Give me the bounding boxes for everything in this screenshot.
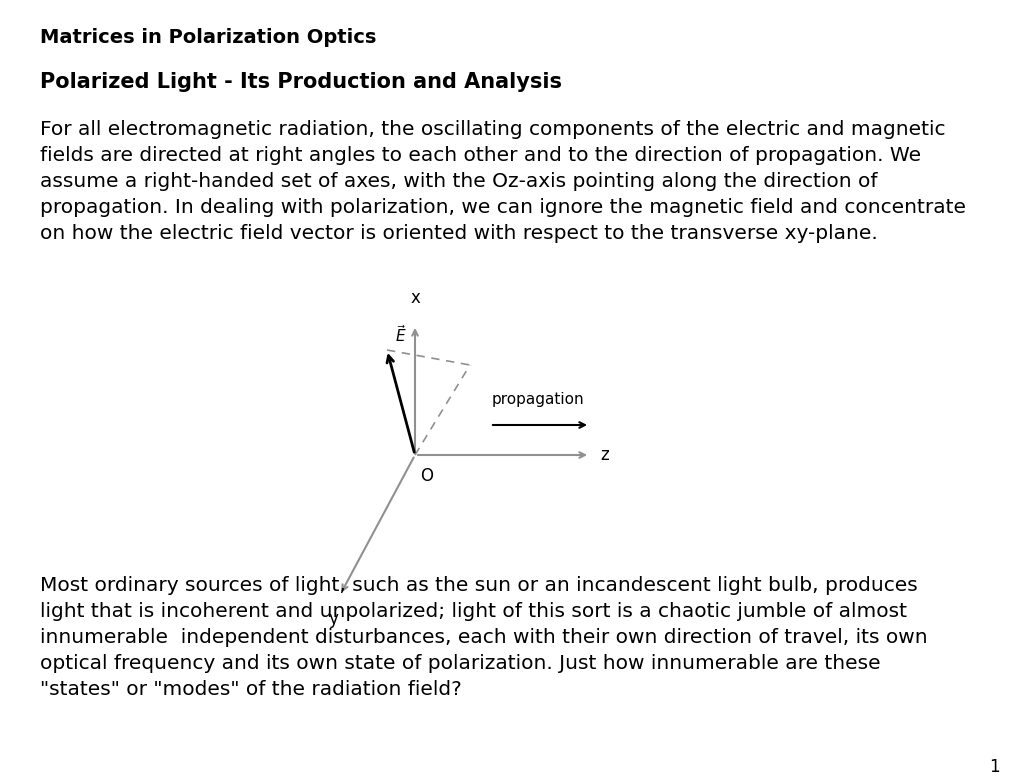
Text: $\vec{E}$: $\vec{E}$ [394, 324, 407, 345]
Text: propagation: propagation [491, 392, 584, 407]
Text: For all electromagnetic radiation, the oscillating components of the electric an: For all electromagnetic radiation, the o… [40, 120, 945, 139]
Text: O: O [420, 467, 433, 485]
Text: "states" or "modes" of the radiation field?: "states" or "modes" of the radiation fie… [40, 680, 462, 699]
Text: y: y [328, 610, 337, 628]
Text: fields are directed at right angles to each other and to the direction of propag: fields are directed at right angles to e… [40, 146, 920, 165]
Text: propagation. In dealing with polarization, we can ignore the magnetic field and : propagation. In dealing with polarizatio… [40, 198, 965, 217]
Text: assume a right-handed set of axes, with the Oz-axis pointing along the direction: assume a right-handed set of axes, with … [40, 172, 876, 191]
Text: innumerable  independent disturbances, each with their own direction of travel, : innumerable independent disturbances, ea… [40, 628, 926, 647]
Text: x: x [410, 289, 420, 307]
Text: z: z [599, 446, 608, 464]
Text: Matrices in Polarization Optics: Matrices in Polarization Optics [40, 28, 376, 47]
Text: on how the electric field vector is oriented with respect to the transverse xy-p: on how the electric field vector is orie… [40, 224, 877, 243]
Text: Most ordinary sources of light, such as the sun or an incandescent light bulb, p: Most ordinary sources of light, such as … [40, 576, 917, 595]
Text: Polarized Light - Its Production and Analysis: Polarized Light - Its Production and Ana… [40, 72, 561, 92]
Text: 1: 1 [988, 758, 999, 776]
Text: light that is incoherent and unpolarized; light of this sort is a chaotic jumble: light that is incoherent and unpolarized… [40, 602, 906, 621]
Text: optical frequency and its own state of polarization. Just how innumerable are th: optical frequency and its own state of p… [40, 654, 879, 673]
